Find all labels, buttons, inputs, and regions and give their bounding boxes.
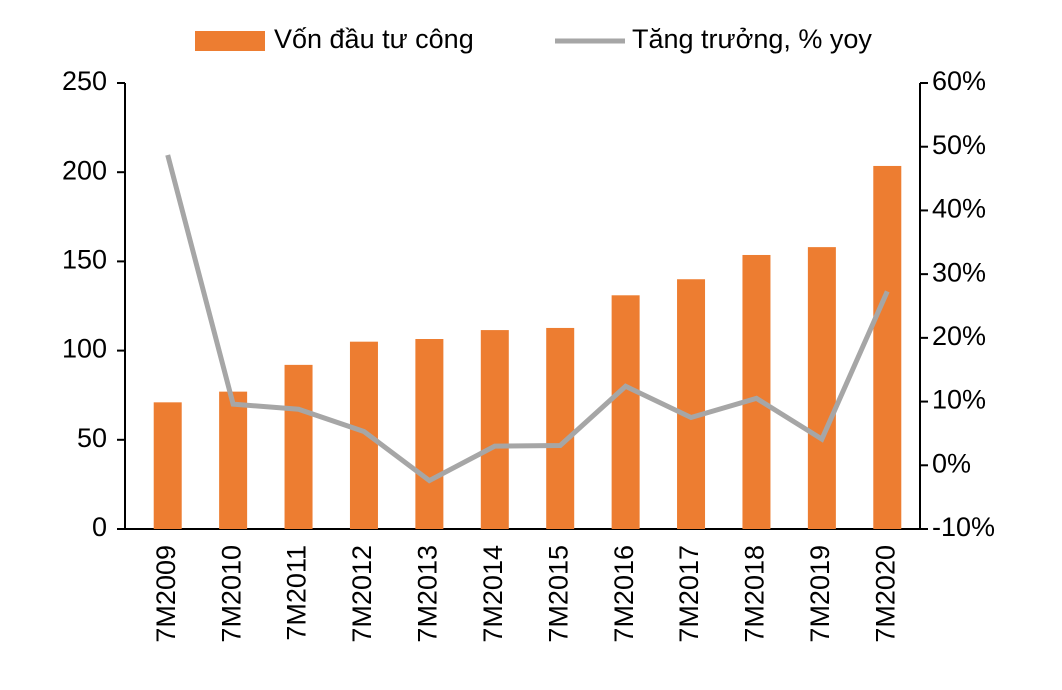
- y2-tick-label: 30%: [932, 257, 986, 287]
- y-tick-label: 150: [62, 245, 107, 275]
- x-tick-label: 7M2013: [413, 545, 443, 643]
- y-tick-label: 250: [62, 66, 107, 96]
- y-tick-label: 200: [62, 155, 107, 185]
- bar: [284, 364, 313, 529]
- bar: [219, 391, 248, 529]
- y2-tick-label: 20%: [932, 321, 986, 351]
- bar: [153, 402, 182, 529]
- y2-tick-label: 40%: [932, 194, 986, 224]
- legend-swatch: [195, 31, 265, 51]
- y2-tick-label: 50%: [932, 130, 986, 160]
- bar: [415, 339, 444, 529]
- legend-label: Vốn đầu tư công: [274, 24, 474, 54]
- line: [165, 154, 890, 484]
- bar: [546, 327, 575, 529]
- y2-tick-label: 0%: [932, 448, 971, 478]
- x-tick-label: 7M2015: [543, 545, 573, 643]
- x-tick-label: 7M2011: [282, 545, 312, 641]
- legend-label: Tăng trưởng, % yoy: [632, 24, 872, 54]
- x-tick-label: 7M2010: [216, 545, 246, 643]
- x-tick-label: 7M2012: [347, 545, 377, 643]
- y-tick-label: 0: [92, 512, 107, 542]
- x-tick-label: 7M2019: [805, 545, 835, 643]
- y2-tick-label: 10%: [932, 385, 986, 415]
- bar: [742, 254, 771, 529]
- x-tick-label: 7M2016: [609, 545, 639, 643]
- y-tick-label: 100: [62, 334, 107, 364]
- x-tick-label: 7M2017: [674, 545, 704, 643]
- bar: [807, 247, 836, 530]
- bar: [611, 295, 640, 529]
- bar: [873, 165, 902, 529]
- x-tick-label: 7M2020: [870, 545, 900, 643]
- x-tick-label: 7M2014: [478, 545, 508, 643]
- bar: [349, 341, 378, 529]
- bar: [677, 279, 706, 529]
- y2-tick-label: 60%: [932, 66, 986, 96]
- bar: [480, 330, 509, 529]
- x-tick-label: 7M2009: [151, 545, 181, 643]
- y2-tick-label: -10%: [932, 512, 995, 542]
- x-tick-label: 7M2018: [740, 545, 770, 643]
- y-tick-label: 50: [77, 423, 107, 453]
